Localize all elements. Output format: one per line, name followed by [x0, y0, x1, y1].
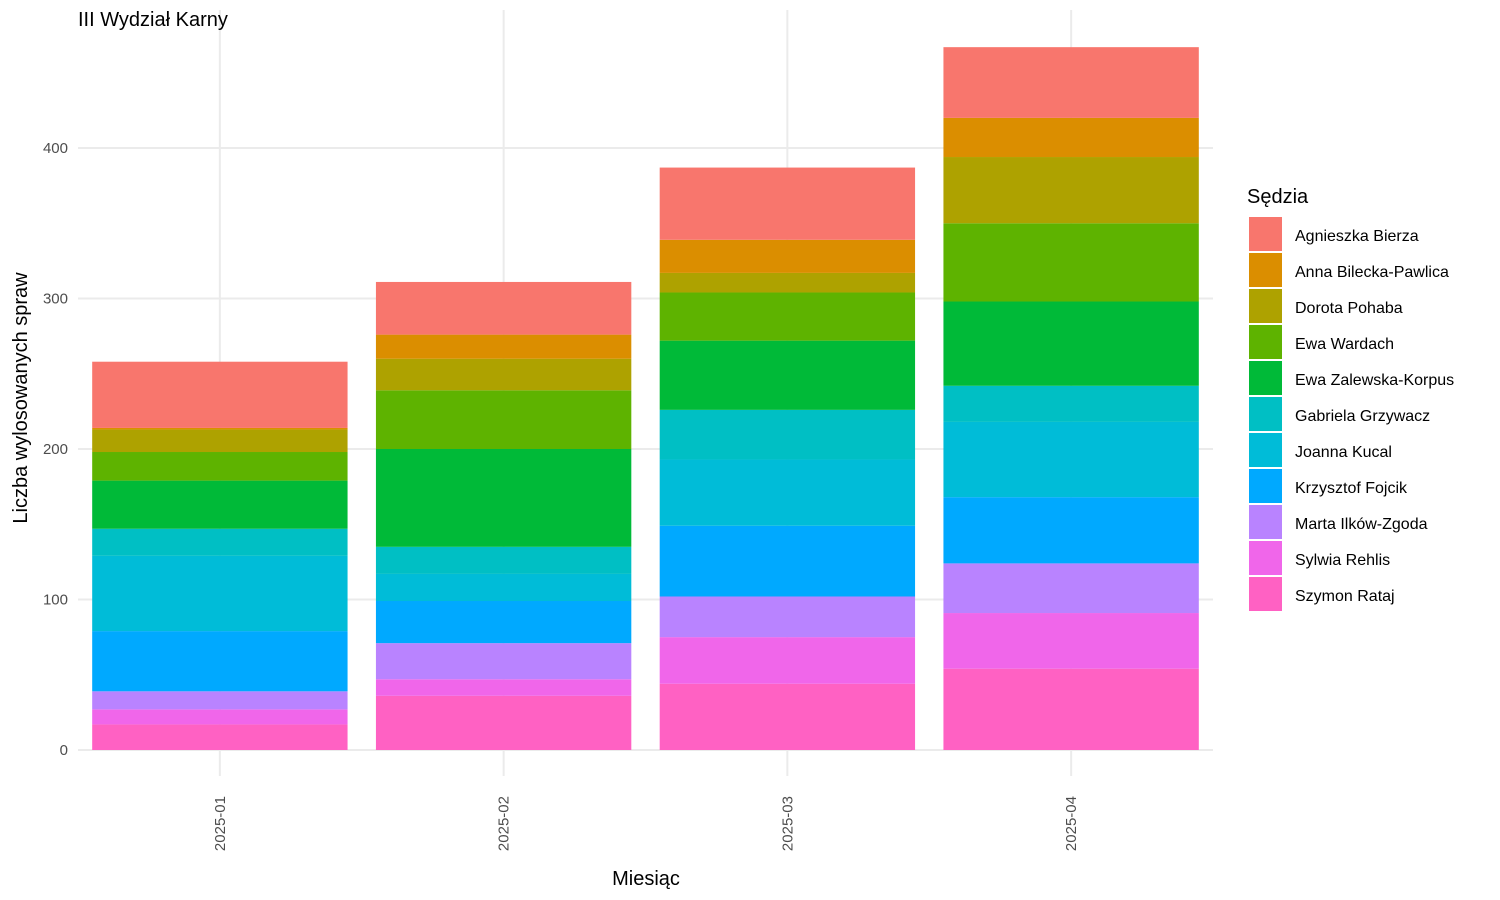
- x-tick-label: 2025-01: [212, 796, 229, 851]
- bar-segment: [375, 390, 632, 449]
- bar-segment: [92, 427, 348, 430]
- legend-swatch: [1249, 289, 1282, 323]
- bar-segment: [92, 555, 348, 632]
- chart-title: III Wydział Karny: [78, 9, 228, 31]
- legend-label: Sylwia Rehlis: [1295, 552, 1390, 569]
- legend-label: Anna Bilecka-Pawlica: [1295, 264, 1449, 281]
- legend-label: Gabriela Grzywacz: [1295, 408, 1430, 425]
- bar-segment: [943, 157, 1199, 224]
- x-axis-label: Miesiąc: [612, 868, 680, 890]
- bar-segment: [659, 167, 916, 240]
- legend-swatch: [1249, 505, 1282, 539]
- legend-swatch: [1249, 325, 1282, 359]
- legend-label: Szymon Rataj: [1295, 588, 1395, 605]
- bar-segment: [943, 385, 1199, 422]
- legend-title: Sędzia: [1247, 186, 1309, 208]
- bar-segment: [943, 497, 1199, 564]
- bar-segment: [375, 358, 632, 391]
- legend-swatch: [1249, 361, 1282, 395]
- bar-segment: [943, 301, 1199, 386]
- bar-segment: [659, 272, 916, 293]
- bar-segment: [659, 459, 916, 526]
- legend: Sędzia Agnieszka Bierza Anna Bilecka-Pawl…: [1247, 186, 1454, 611]
- bar-segment: [375, 679, 632, 696]
- legend-swatch: [1249, 397, 1282, 431]
- bar-segment: [659, 239, 916, 273]
- legend-swatch: [1249, 217, 1282, 251]
- legend-label: Joanna Kucal: [1295, 444, 1392, 461]
- bar-segment: [375, 546, 632, 574]
- legend-label: Agnieszka Bierza: [1295, 228, 1419, 245]
- bar-segment: [943, 421, 1199, 498]
- bar-segment: [375, 449, 632, 547]
- bar-segment: [375, 281, 632, 335]
- y-tick-label: 0: [60, 742, 68, 759]
- y-axis-label: Liczba wylosowanych spraw: [10, 272, 32, 524]
- bar-segment: [375, 601, 632, 644]
- x-tick-label: 2025-04: [1063, 796, 1080, 851]
- bar-segment: [659, 409, 916, 460]
- legend-swatch: [1249, 253, 1282, 287]
- bar-segment: [92, 480, 348, 529]
- bar-segment: [659, 596, 916, 638]
- bar-segment: [375, 695, 632, 750]
- legend-label: Ewa Zalewska-Korpus: [1295, 372, 1454, 389]
- bar-segment: [943, 613, 1199, 669]
- bar-segment: [659, 340, 916, 410]
- bar-segment: [92, 724, 348, 750]
- bar-segment: [375, 334, 632, 359]
- bar-segment: [659, 525, 916, 597]
- bar-segment: [92, 691, 348, 710]
- x-tick-label: 2025-03: [779, 796, 796, 851]
- bar-segment: [92, 528, 348, 556]
- bar-segment: [659, 683, 916, 750]
- bar-segment: [92, 429, 348, 453]
- legend-label: Ewa Wardach: [1295, 336, 1394, 353]
- x-axis: 2025-01 2025-02 2025-03 2025-04: [212, 796, 1080, 851]
- legend-swatch: [1249, 433, 1282, 467]
- y-tick-label: 200: [43, 441, 68, 458]
- y-tick-label: 400: [43, 140, 68, 157]
- y-tick-label: 100: [43, 592, 68, 609]
- legend-label: Dorota Pohaba: [1295, 300, 1403, 317]
- bar-segment: [375, 573, 632, 602]
- legend-swatch: [1249, 577, 1282, 611]
- legend-swatch: [1249, 469, 1282, 503]
- y-axis: 0 100 200 300 400: [43, 140, 68, 759]
- bar-segment: [92, 452, 348, 481]
- bar-segment: [943, 563, 1199, 614]
- bar-segment: [659, 292, 916, 341]
- bars: [92, 47, 1199, 750]
- bar-segment: [943, 47, 1199, 118]
- legend-label: Marta Ilków-Zgoda: [1295, 516, 1428, 533]
- bar-segment: [92, 631, 348, 692]
- bar-segment: [943, 117, 1199, 158]
- y-tick-label: 300: [43, 291, 68, 308]
- bar-segment: [943, 223, 1199, 302]
- bar-segment: [659, 637, 916, 684]
- bar-segment: [943, 668, 1199, 750]
- legend-label: Krzysztof Fojcik: [1295, 480, 1408, 497]
- x-tick-label: 2025-02: [496, 796, 513, 851]
- bar-segment: [375, 643, 632, 680]
- bar-segment: [92, 709, 348, 725]
- legend-swatch: [1249, 541, 1282, 575]
- bar-segment: [92, 361, 348, 428]
